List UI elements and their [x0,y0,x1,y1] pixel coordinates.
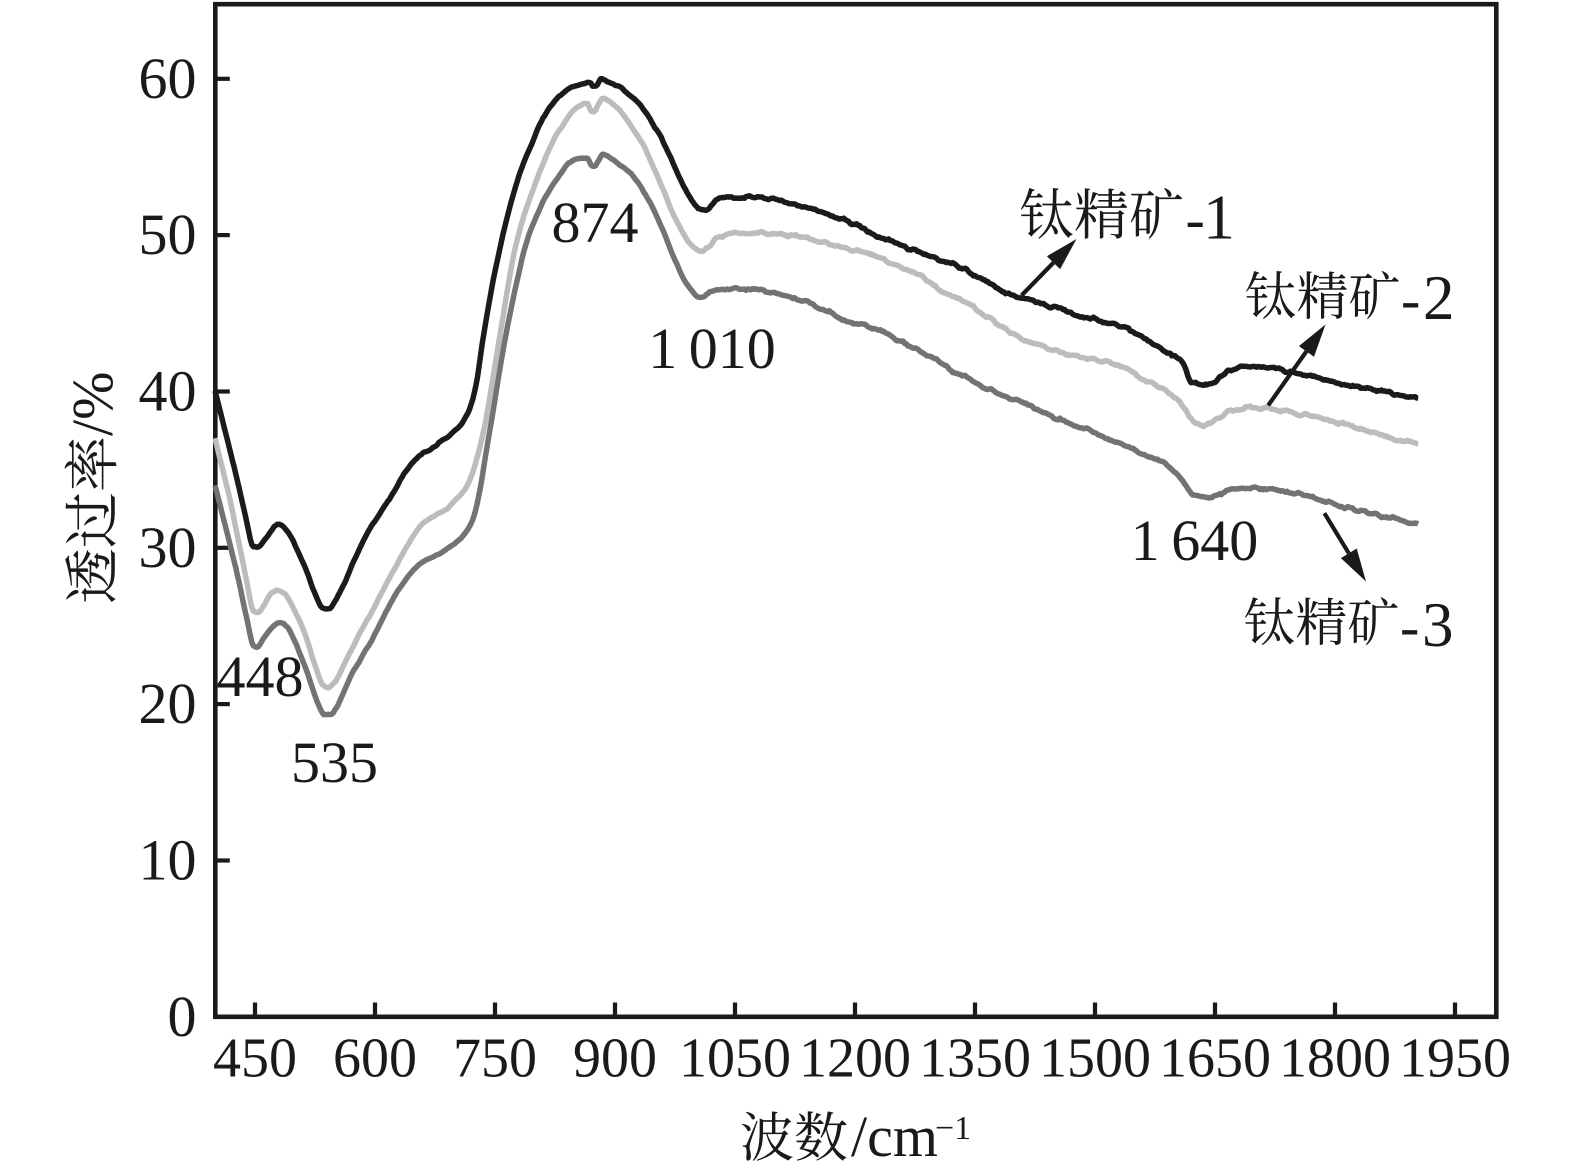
svg-text:1500: 1500 [1039,1028,1151,1090]
svg-text:750: 750 [453,1028,537,1090]
svg-text:1950: 1950 [1399,1028,1511,1090]
svg-text:1050: 1050 [679,1028,791,1090]
svg-text:20: 20 [139,671,197,736]
svg-text:/%: /% [60,372,125,436]
svg-text:1350: 1350 [919,1028,1031,1090]
svg-text:1200: 1200 [799,1028,911,1090]
svg-text:1: 1 [1203,181,1235,252]
svg-text:874: 874 [552,190,639,255]
svg-text:2: 2 [1423,263,1455,333]
svg-text:1800: 1800 [1279,1028,1391,1090]
svg-text:10: 10 [139,828,197,893]
svg-text:1650: 1650 [1159,1028,1271,1090]
svg-text:0: 0 [168,984,197,1049]
svg-text:600: 600 [333,1028,417,1090]
svg-text:900: 900 [573,1028,657,1090]
svg-text:535: 535 [291,730,378,795]
svg-text:3: 3 [1422,590,1454,660]
svg-text:-: - [1400,594,1419,659]
svg-text:50: 50 [139,202,197,267]
svg-text:/cm: /cm [851,1104,938,1169]
svg-text:60: 60 [139,46,197,111]
svg-text:1 010: 1 010 [648,316,776,381]
svg-text:30: 30 [139,515,197,580]
svg-text:-: - [1186,186,1205,251]
svg-text:450: 450 [213,1028,297,1090]
svg-text:1 640: 1 640 [1131,508,1259,573]
svg-text:448: 448 [217,644,304,709]
svg-text:−1: −1 [935,1110,971,1147]
svg-text:40: 40 [139,359,197,424]
svg-text:-: - [1401,267,1420,332]
